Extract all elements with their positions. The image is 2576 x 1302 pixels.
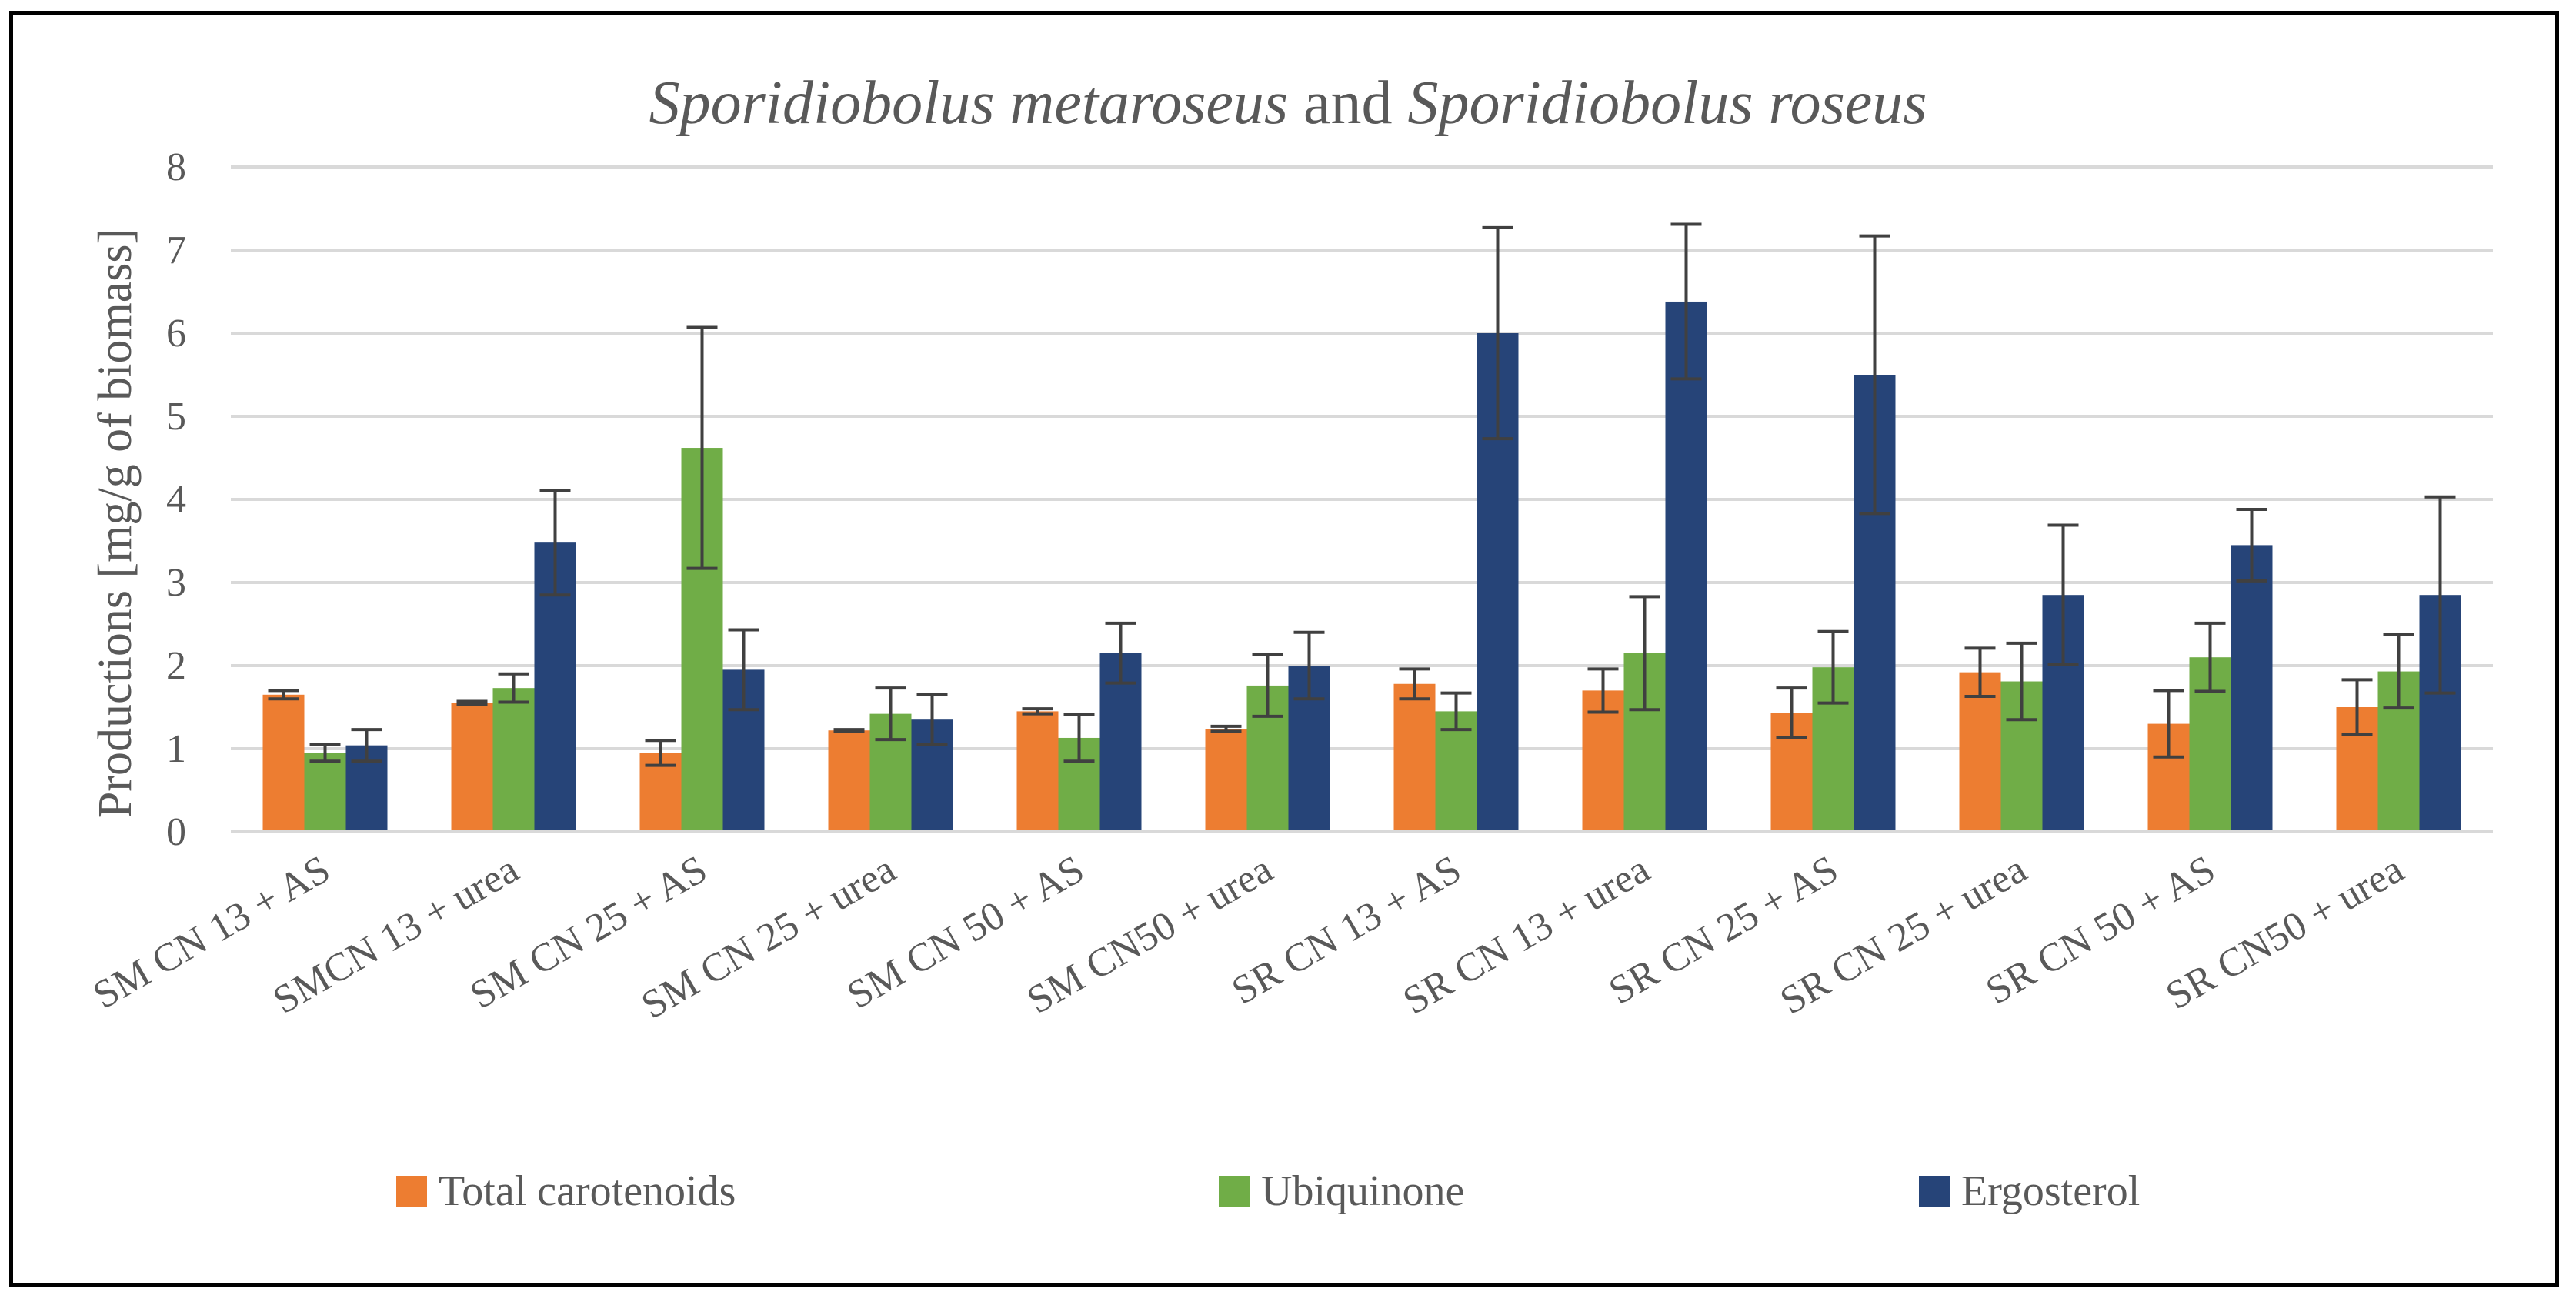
error-bar	[498, 672, 529, 704]
error-bar	[351, 728, 382, 763]
error-bar	[1859, 234, 1890, 516]
bars	[262, 301, 2461, 833]
error-bar	[833, 728, 865, 733]
legend-swatch	[1219, 1176, 1250, 1207]
bar	[2231, 545, 2273, 832]
chart-title: Sporidiobolus metaroseus and Sporidiobol…	[649, 69, 1927, 137]
chart-title-part: and	[1288, 69, 1408, 137]
bar	[1435, 711, 1477, 832]
y-axis-ticks: 0 1 2 3 4 5 6 7 8	[166, 145, 186, 854]
error-bar	[2341, 678, 2373, 736]
y-tick-label: 3	[166, 561, 186, 605]
error-bar	[1105, 621, 1136, 685]
error-bar	[268, 689, 299, 701]
bar	[262, 694, 305, 832]
y-tick-label: 7	[166, 229, 186, 272]
legend: Total carotenoids Ubiquinone Ergosterol	[396, 1167, 2140, 1215]
bar	[1959, 672, 2001, 832]
error-bar	[1587, 667, 1619, 714]
bar	[1016, 711, 1059, 832]
error-bar	[2383, 633, 2414, 710]
bar	[1393, 683, 1436, 832]
error-bar	[456, 699, 488, 706]
error-bar	[2153, 689, 2184, 759]
y-tick-label: 2	[166, 644, 186, 688]
error-bar	[1440, 691, 1472, 732]
error-bar	[2424, 495, 2456, 695]
error-bar	[728, 628, 759, 712]
y-tick-label: 8	[166, 145, 186, 189]
bar	[1582, 690, 1624, 832]
y-tick-label: 0	[166, 810, 186, 854]
error-bar	[1022, 707, 1053, 716]
error-bar	[2006, 641, 2037, 722]
chart-frame	[9, 11, 2559, 1287]
error-bar	[1210, 724, 1242, 733]
error-bar	[1964, 646, 1996, 698]
error-bars	[268, 222, 2456, 767]
legend-item: Ergosterol	[1919, 1167, 2140, 1215]
error-bar	[645, 739, 676, 767]
bar	[1205, 729, 1247, 832]
error-bar	[2236, 507, 2267, 583]
error-bar	[1817, 629, 1849, 705]
error-bar	[1776, 686, 1807, 739]
bar	[304, 753, 346, 832]
legend-label: Total carotenoids	[439, 1167, 736, 1215]
bar	[1665, 301, 1707, 833]
error-bar	[916, 693, 948, 746]
legend-label: Ergosterol	[1961, 1167, 2140, 1215]
error-bar	[2194, 621, 2226, 693]
error-bar	[1670, 222, 1702, 381]
bar	[492, 688, 535, 832]
error-bar	[1629, 595, 1660, 712]
legend-swatch	[396, 1176, 427, 1207]
chart-title-part: Sporidiobolus metaroseus	[649, 69, 1288, 137]
error-bar	[1399, 667, 1430, 701]
y-tick-label: 1	[166, 727, 186, 771]
error-bar	[539, 489, 571, 597]
bar	[828, 730, 870, 832]
error-bar	[686, 326, 718, 570]
error-bar	[1293, 630, 1325, 701]
error-bar	[309, 743, 341, 763]
chart-title-part: Sporidiobolus roseus	[1408, 69, 1927, 137]
legend-item: Total carotenoids	[396, 1167, 736, 1215]
error-bar	[2047, 523, 2079, 666]
legend-label: Ubiquinone	[1261, 1167, 1464, 1215]
bar	[451, 703, 493, 832]
legend-swatch	[1919, 1176, 1950, 1207]
error-bar	[1063, 713, 1095, 763]
legend-item: Ubiquinone	[1219, 1167, 1464, 1215]
error-bar	[875, 686, 906, 742]
error-bar	[1482, 225, 1513, 441]
y-tick-label: 6	[166, 312, 186, 356]
y-tick-label: 4	[166, 478, 186, 522]
error-bar	[1252, 653, 1283, 718]
y-axis-label: Productions [mg/g of biomass]	[89, 229, 142, 818]
y-tick-label: 5	[166, 395, 186, 439]
